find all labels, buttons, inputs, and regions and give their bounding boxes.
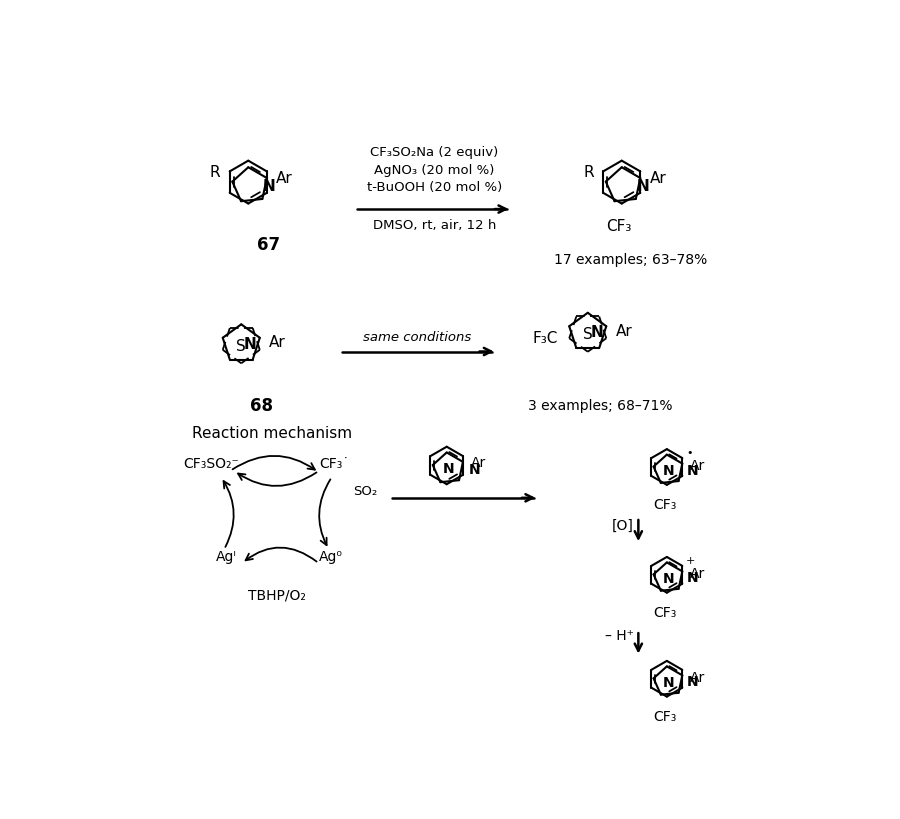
Text: Reaction mechanism: Reaction mechanism: [192, 425, 352, 441]
Text: CF₃: CF₃: [653, 497, 677, 511]
Text: R: R: [210, 165, 220, 179]
Text: N: N: [469, 463, 481, 477]
Text: [O]: [O]: [612, 518, 634, 532]
Text: CF₃: CF₃: [606, 219, 631, 234]
Text: CF₃SO₂Na (2 equiv): CF₃SO₂Na (2 equiv): [370, 146, 499, 159]
Text: N: N: [687, 571, 698, 585]
Text: Ar: Ar: [690, 670, 706, 684]
Text: Ar: Ar: [650, 171, 666, 186]
Text: N: N: [244, 337, 256, 351]
Text: Ar: Ar: [690, 566, 706, 580]
Text: N: N: [687, 463, 698, 477]
Text: N: N: [662, 675, 674, 689]
Text: R: R: [583, 165, 594, 179]
Text: 67: 67: [257, 235, 280, 253]
Text: Ar: Ar: [616, 324, 633, 338]
Text: Agᴵ: Agᴵ: [216, 549, 237, 563]
Text: S: S: [237, 338, 246, 353]
Text: Ar: Ar: [471, 455, 486, 469]
Text: CF₃˙: CF₃˙: [320, 456, 349, 471]
Text: 3 examples; 68–71%: 3 examples; 68–71%: [527, 399, 672, 413]
Text: •: •: [686, 448, 693, 458]
Text: Ar: Ar: [269, 335, 286, 350]
Text: CF₃: CF₃: [653, 708, 677, 722]
Text: CF₃SO₂⁻: CF₃SO₂⁻: [183, 456, 238, 471]
Text: SO₂: SO₂: [354, 484, 378, 497]
Text: F₃C: F₃C: [532, 331, 558, 346]
Text: same conditions: same conditions: [364, 330, 472, 343]
Text: AgNO₃ (20 mol %): AgNO₃ (20 mol %): [374, 163, 494, 176]
Text: – H⁺: – H⁺: [605, 628, 634, 642]
Text: N: N: [590, 325, 603, 340]
Text: Ag⁰: Ag⁰: [319, 549, 342, 563]
Text: DMSO, rt, air, 12 h: DMSO, rt, air, 12 h: [373, 219, 496, 232]
Text: N: N: [636, 179, 649, 194]
Text: +: +: [686, 555, 696, 566]
Text: Ar: Ar: [690, 459, 706, 473]
Text: CF₃: CF₃: [653, 605, 677, 619]
Text: N: N: [662, 464, 674, 477]
Text: S: S: [583, 327, 592, 342]
Text: t-BuOOH (20 mol %): t-BuOOH (20 mol %): [366, 181, 502, 194]
Text: N: N: [687, 675, 698, 689]
Text: N: N: [662, 572, 674, 586]
Text: 68: 68: [249, 397, 273, 415]
Text: TBHP/O₂: TBHP/O₂: [248, 587, 305, 601]
Text: 17 examples; 63–78%: 17 examples; 63–78%: [554, 253, 707, 267]
Text: N: N: [443, 461, 454, 475]
Text: Ar: Ar: [276, 171, 292, 186]
Text: N: N: [263, 179, 275, 194]
